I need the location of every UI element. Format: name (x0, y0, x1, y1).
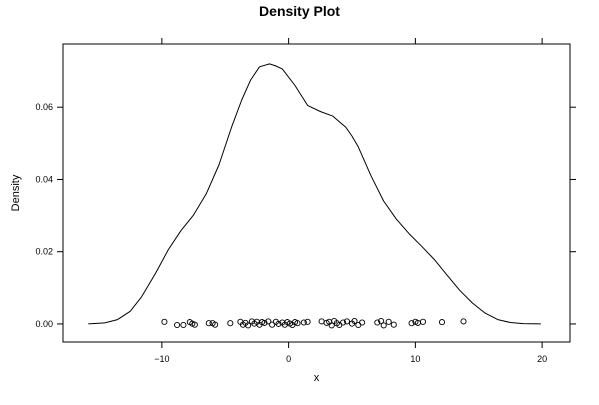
x-tick-label: 10 (410, 354, 420, 364)
rug-point (261, 319, 268, 326)
x-axis-label: x (314, 372, 320, 384)
rug-point (378, 317, 385, 325)
density-curve-line (88, 63, 541, 325)
rug-point (269, 321, 276, 328)
rug-point (191, 321, 198, 328)
rug-point (300, 319, 307, 326)
rug-point (374, 319, 381, 326)
rug-point (438, 319, 446, 326)
y-tick-label: 0.00 (35, 319, 53, 329)
tick-marks-group (57, 38, 576, 348)
rug-point (294, 320, 301, 327)
rug-point (351, 317, 358, 325)
rug-point (390, 321, 397, 328)
rug-point (355, 321, 362, 329)
y-tick-label: 0.02 (35, 247, 53, 257)
y-tick-label: 0.06 (35, 102, 53, 112)
plot-frame (62, 43, 571, 343)
rug-point (265, 318, 272, 325)
series-group (88, 63, 541, 329)
x-tick-label: −10 (154, 354, 169, 364)
rug-point (340, 319, 347, 326)
y-tick-label: 0.04 (35, 174, 53, 184)
rug-point (328, 322, 335, 329)
rug-point (343, 318, 350, 325)
rug-point (318, 318, 325, 325)
rug-point (385, 318, 392, 325)
rug-point (227, 320, 234, 327)
rug-point (408, 320, 415, 327)
chart-title: Density Plot (259, 3, 340, 19)
rug-point (161, 318, 168, 325)
rug-point (359, 319, 366, 326)
rug-point (174, 321, 181, 329)
x-tick-label: 20 (537, 354, 547, 364)
tick-labels-group: −10 0 10 20 0.00 0.02 0.04 0.06 (35, 102, 547, 364)
rug-point (380, 322, 387, 329)
rug-point (304, 318, 311, 325)
rug-point (212, 321, 219, 328)
rug-point (275, 320, 282, 327)
rug-point (245, 322, 252, 329)
rug-point (419, 318, 427, 325)
rug-point (460, 318, 467, 325)
rug-point (180, 321, 187, 329)
x-tick-label: 0 (286, 354, 291, 364)
y-axis-label: Density (10, 174, 22, 211)
rug-point (258, 319, 266, 326)
rug-point (205, 320, 212, 327)
